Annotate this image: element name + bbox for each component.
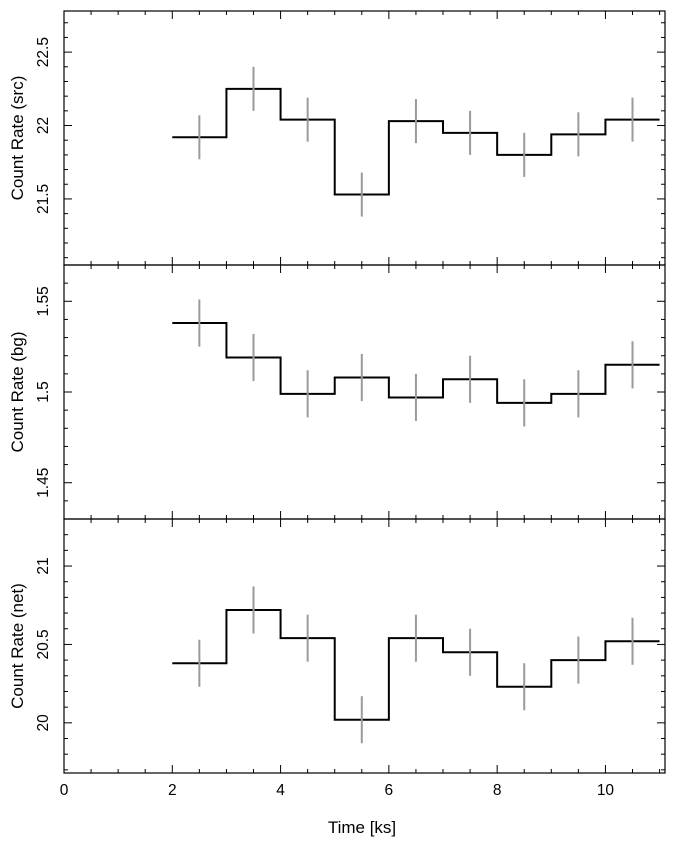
panel-src: 21.5 22 22.5 Count Rate (src)	[8, 10, 666, 266]
y-tick-label: 22.5	[35, 37, 52, 67]
x-tick-label: 2	[168, 782, 177, 799]
y-tick-label: 21.5	[35, 184, 52, 214]
x-tick-label: 4	[276, 782, 285, 799]
panel-bg: 1.45 1.5 1.55 Count Rate (bg)	[8, 264, 666, 520]
x-axis-title: Time [ks]	[328, 818, 396, 837]
panel-frame	[63, 264, 666, 520]
y-axis-title: Count Rate (bg)	[8, 332, 27, 453]
panel-net: 20 20.5 21 Count Rate (net)	[8, 518, 666, 774]
x-axis-tick-labels: 0 2 4 6 8 10	[60, 782, 615, 799]
panel-frame	[63, 518, 666, 774]
x-tick-label: 0	[60, 782, 69, 799]
y-axis-title: Count Rate (net)	[8, 583, 27, 709]
y-tick-label: 20.5	[35, 629, 52, 659]
y-tick-label: 1.55	[35, 286, 52, 316]
y-tick-label: 21	[35, 557, 52, 574]
y-tick-label: 22	[35, 117, 52, 134]
x-tick-label: 10	[597, 782, 615, 799]
x-tick-label: 6	[385, 782, 394, 799]
y-tick-label: 1.5	[35, 381, 52, 403]
y-tick-label: 20	[35, 714, 52, 732]
y-axis-title: Count Rate (src)	[8, 76, 27, 201]
panel-frame	[63, 10, 666, 266]
y-tick-label: 1.45	[35, 468, 52, 498]
x-tick-label: 8	[493, 782, 502, 799]
